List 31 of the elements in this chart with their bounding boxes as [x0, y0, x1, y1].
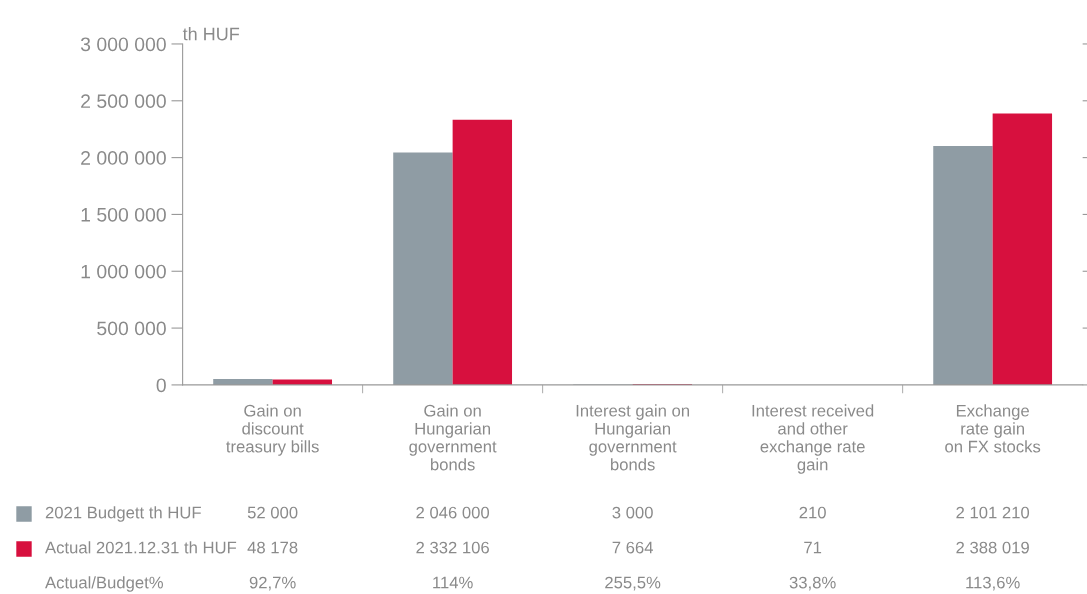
- y-tick-label: 1 500 000: [81, 207, 166, 222]
- text: 255,5%: [605, 576, 661, 591]
- y-tick-label: 1 000 000: [81, 264, 166, 279]
- y-axis-title: th HUF: [182, 27, 240, 41]
- legend-label: Actual 2021.12.31 th HUF: [45, 541, 237, 554]
- data-label: 2 101 210: [956, 506, 1030, 519]
- y-tick-label: 2 500 000: [81, 94, 166, 109]
- data-label: 48 178: [247, 541, 298, 554]
- text: 113,6%: [966, 576, 1020, 591]
- x-tick-label: Exchange rate gain on FX stocks: [945, 404, 1041, 453]
- y-tick-label: 3 000 000: [80, 37, 166, 52]
- y-tick-label: 500 000: [97, 321, 166, 336]
- text: 114%: [433, 576, 473, 589]
- x-tick-label: Gain on Hungarian government bonds: [409, 404, 497, 471]
- data-label: 52 000: [247, 506, 298, 519]
- text: 33,8%: [789, 576, 836, 591]
- text: 92,7%: [249, 576, 296, 591]
- data-label: 71: [804, 541, 822, 554]
- data-label: 210: [799, 506, 826, 519]
- data-label: 2 046 000: [416, 506, 490, 519]
- data-label: 7 664: [612, 541, 653, 554]
- text: Actual/Budget%: [45, 576, 163, 592]
- x-tick-label: Interest gain on Hungarian government bonds: [576, 404, 689, 471]
- x-tick-label: Interest received and other exchange rate gain: [752, 404, 874, 474]
- legend-label: 2021 Budgett th HUF: [45, 506, 201, 522]
- data-label: 2 388 019: [956, 541, 1029, 554]
- x-tick-label: Gain on discount treasury bills: [226, 404, 319, 456]
- y-tick-label: 0: [156, 378, 166, 393]
- data-label: 3 000: [612, 506, 653, 519]
- data-label: 2 332 106: [416, 541, 489, 554]
- y-tick-label: 2 000 000: [81, 151, 166, 165]
